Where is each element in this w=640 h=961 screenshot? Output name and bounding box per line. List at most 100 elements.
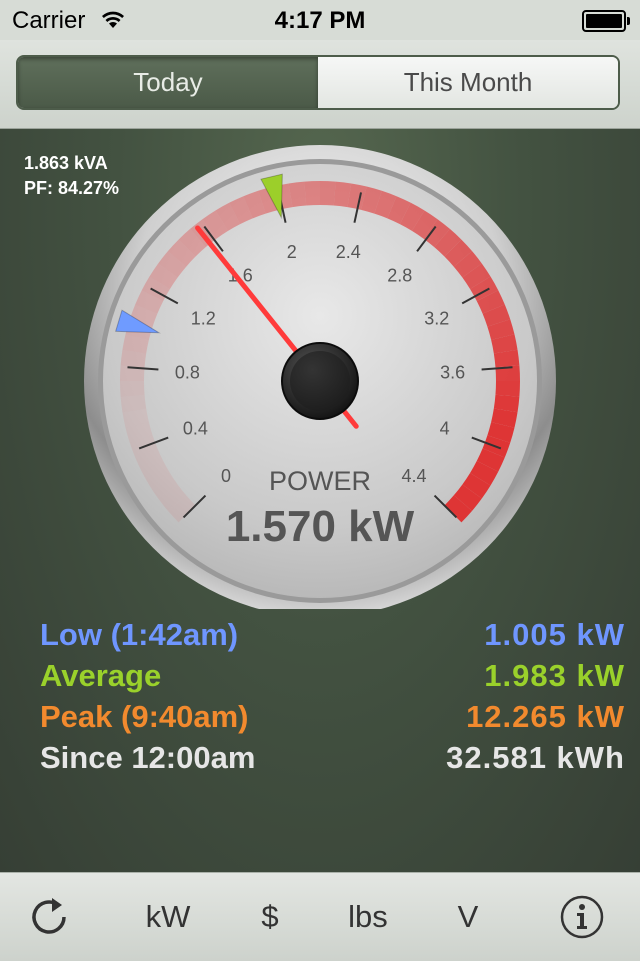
redline-segment bbox=[135, 448, 164, 472]
unit-lbs-button[interactable]: lbs bbox=[348, 899, 388, 934]
redline-segment bbox=[453, 484, 482, 511]
stat-value: 12.265 kW bbox=[466, 699, 625, 734]
redline-segment bbox=[462, 472, 491, 499]
main-panel: 1.863 kVA PF: 84.27% 0 0.4 0. bbox=[0, 129, 640, 872]
status-bar: Carrier 4:17 PM bbox=[0, 0, 640, 40]
redline-segment bbox=[495, 381, 520, 397]
redline-segment bbox=[288, 181, 307, 208]
stat-row-since: Since 12:00am 32.581 kWh bbox=[40, 740, 625, 781]
segment-this-month[interactable]: This Month bbox=[318, 57, 618, 108]
gauge-tick-label: 0 bbox=[221, 466, 231, 486]
redline-segment bbox=[495, 365, 520, 381]
redline-segment bbox=[120, 349, 147, 368]
stat-row-low: Low (1:42am) 1.005 kW bbox=[40, 617, 625, 658]
redline-segment bbox=[167, 495, 196, 523]
gauge-tick bbox=[353, 192, 363, 223]
redline-segment bbox=[141, 460, 170, 486]
redline-segment bbox=[434, 228, 462, 257]
stats-list: Low (1:42am) 1.005 kW Average 1.983 kW P… bbox=[40, 617, 625, 781]
redline-segment bbox=[476, 290, 505, 314]
refresh-icon bbox=[32, 898, 66, 934]
redline-segment bbox=[243, 190, 266, 219]
redline-segment bbox=[411, 210, 438, 239]
redline-segment bbox=[122, 334, 149, 354]
gauge-tick-label: 0.8 bbox=[175, 363, 200, 383]
redline-segment bbox=[333, 181, 352, 208]
unit-cost-button[interactable]: $ bbox=[261, 899, 279, 934]
gauge-tick bbox=[433, 494, 458, 519]
stat-value: 1.983 kW bbox=[484, 658, 625, 693]
gauge-tick bbox=[416, 225, 437, 252]
power-factor-reading: PF: 84.27% bbox=[24, 178, 120, 198]
kva-reading: 1.863 kVA bbox=[24, 153, 108, 173]
segment-bar: Today This Month bbox=[0, 40, 640, 129]
wifi-icon bbox=[102, 11, 124, 28]
redline-segment bbox=[122, 408, 149, 428]
gauge-tick bbox=[481, 366, 513, 371]
stat-label: Average bbox=[40, 658, 162, 693]
gauge-hub-cap bbox=[290, 351, 350, 411]
redline-segment bbox=[202, 210, 229, 239]
redline-segment bbox=[320, 181, 336, 206]
gauge-tick bbox=[138, 436, 169, 450]
redline-segment bbox=[444, 239, 473, 267]
redline-segment bbox=[120, 394, 147, 413]
average-marker bbox=[260, 173, 283, 220]
redline-segment bbox=[482, 304, 511, 327]
battery-icon bbox=[582, 10, 630, 32]
redline-segment bbox=[125, 422, 153, 443]
stat-row-average: Average 1.983 kW bbox=[40, 658, 625, 699]
apparent-power-info: 1.863 kVA PF: 84.27% bbox=[24, 151, 119, 201]
redline-segment bbox=[361, 186, 382, 214]
gauge-tick-label: 3.6 bbox=[440, 363, 465, 383]
gauge-title: POWER bbox=[269, 466, 371, 496]
carrier-label: Carrier bbox=[12, 7, 86, 34]
redline-segment bbox=[491, 334, 518, 354]
gauge-tick-label: 2 bbox=[287, 242, 297, 262]
redline-segment bbox=[120, 381, 145, 397]
gauge-tick-label: 1.2 bbox=[191, 308, 216, 328]
info-icon bbox=[560, 895, 604, 939]
redline-segment bbox=[444, 495, 473, 523]
period-segmented-control: Today This Month bbox=[16, 55, 620, 110]
redline-segment bbox=[487, 319, 515, 340]
gauge-reading: 1.570 kW bbox=[226, 502, 415, 551]
redline-segment bbox=[149, 263, 178, 290]
low-marker bbox=[115, 309, 161, 334]
redline-segment bbox=[487, 422, 515, 443]
redline-segment bbox=[120, 365, 145, 381]
redline-segment bbox=[158, 251, 187, 278]
gauge-tick-label: 2.8 bbox=[387, 266, 412, 286]
redline-segment bbox=[493, 349, 520, 368]
gauge-tick bbox=[461, 287, 490, 305]
redline-segment bbox=[462, 263, 491, 290]
clock: 4:17 PM bbox=[274, 7, 366, 34]
gauge-tick bbox=[203, 225, 224, 252]
stat-row-peak: Peak (9:40am) 12.265 kW bbox=[40, 699, 625, 740]
segment-today[interactable]: Today bbox=[18, 57, 318, 108]
redline-segment bbox=[149, 472, 178, 499]
gauge-tick-label: 4 bbox=[440, 418, 450, 438]
refresh-button[interactable] bbox=[10, 873, 90, 961]
unit-kw-button[interactable]: kW bbox=[145, 899, 191, 934]
redline-segment bbox=[470, 460, 499, 486]
redline-segment bbox=[423, 219, 450, 248]
info-button[interactable] bbox=[542, 873, 622, 961]
gauge-tick-label: 3.2 bbox=[424, 308, 449, 328]
unit-volts-button[interactable]: V bbox=[457, 899, 479, 934]
redline-segment bbox=[491, 408, 518, 428]
redline-segment bbox=[476, 448, 505, 472]
redline-segment bbox=[304, 181, 320, 206]
redline-segment bbox=[399, 202, 425, 231]
gauge-tick-label: 0.4 bbox=[183, 418, 208, 438]
redline-segment bbox=[158, 484, 187, 511]
gauge-tick-label: 2.4 bbox=[336, 242, 361, 262]
stat-label: Peak (9:40am) bbox=[40, 699, 249, 734]
gauge-tick bbox=[150, 287, 179, 305]
gauge-tick-label: 4.4 bbox=[402, 466, 427, 486]
stat-label: Since 12:00am bbox=[40, 740, 256, 775]
redline-segment bbox=[453, 251, 482, 278]
stat-value: 1.005 kW bbox=[484, 617, 625, 652]
redline-segment bbox=[178, 228, 206, 257]
gauge-tick bbox=[471, 436, 502, 450]
